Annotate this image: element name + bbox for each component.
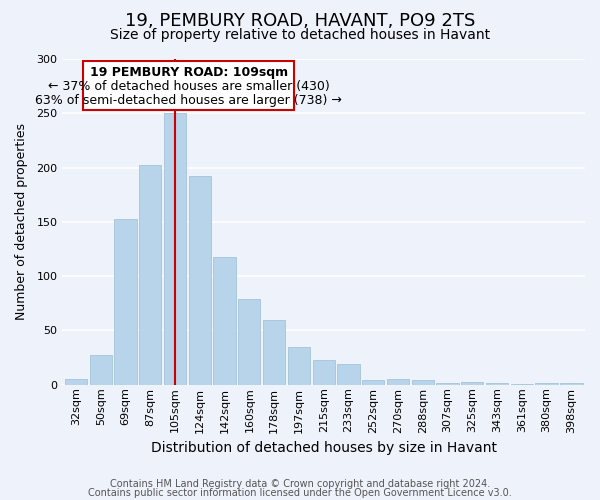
Bar (436, 382, 458, 385)
Bar (560, 382, 583, 385)
Bar (461, 382, 484, 385)
Bar (387, 380, 409, 385)
Bar (263, 320, 285, 385)
Y-axis label: Number of detached properties: Number of detached properties (15, 124, 28, 320)
Text: 63% of semi-detached houses are larger (738) →: 63% of semi-detached houses are larger (… (35, 94, 342, 107)
Bar (486, 382, 508, 385)
Bar (65, 380, 87, 385)
Text: ← 37% of detached houses are smaller (430): ← 37% of detached houses are smaller (43… (48, 80, 329, 92)
Bar (139, 166, 161, 385)
Bar (214, 256, 236, 385)
Bar (89, 356, 112, 385)
Text: Contains HM Land Registry data © Crown copyright and database right 2024.: Contains HM Land Registry data © Crown c… (110, 479, 490, 489)
Bar (164, 114, 186, 385)
Bar (511, 384, 533, 385)
Text: 19, PEMBURY ROAD, HAVANT, PO9 2TS: 19, PEMBURY ROAD, HAVANT, PO9 2TS (125, 12, 475, 30)
FancyBboxPatch shape (83, 61, 294, 110)
Bar (238, 299, 260, 385)
Bar (535, 382, 558, 385)
Bar (337, 364, 359, 385)
Bar (188, 176, 211, 385)
Text: 19 PEMBURY ROAD: 109sqm: 19 PEMBURY ROAD: 109sqm (89, 66, 288, 78)
Text: Contains public sector information licensed under the Open Government Licence v3: Contains public sector information licen… (88, 488, 512, 498)
Text: Size of property relative to detached houses in Havant: Size of property relative to detached ho… (110, 28, 490, 42)
Bar (412, 380, 434, 385)
Bar (115, 218, 137, 385)
Bar (362, 380, 385, 385)
X-axis label: Distribution of detached houses by size in Havant: Distribution of detached houses by size … (151, 441, 497, 455)
Bar (313, 360, 335, 385)
Bar (288, 347, 310, 385)
